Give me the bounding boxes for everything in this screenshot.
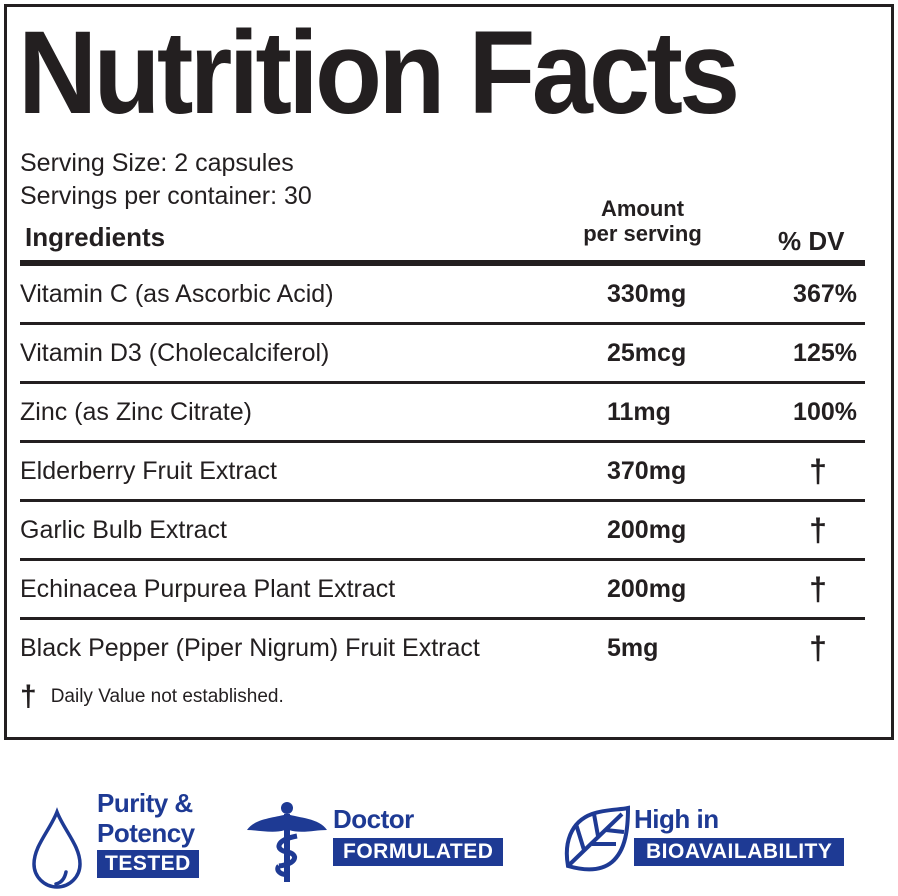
- ingredient-name: Elderberry Fruit Extract: [20, 457, 278, 485]
- amount-header: Amount per serving: [565, 196, 720, 246]
- badge-box: BIOAVAILABILITY: [634, 838, 845, 866]
- header-divider: [20, 260, 865, 266]
- dagger-symbol: †: [20, 680, 37, 713]
- ingredient-dv: †: [809, 512, 827, 548]
- ingredient-amount: 200mg: [607, 575, 687, 603]
- water-drop-icon: [32, 807, 82, 889]
- ingredient-dv: 100%: [793, 398, 857, 426]
- ingredient-amount: 25mcg: [607, 339, 687, 367]
- footnote-text: Daily Value not established.: [50, 686, 284, 707]
- ingredient-dv: 125%: [793, 339, 857, 367]
- ingredient-name: Garlic Bulb Extract: [20, 516, 228, 544]
- caduceus-icon: [247, 802, 327, 882]
- table-row: Vitamin C (as Ascorbic Acid) 330mg 367%: [20, 266, 865, 325]
- servings-per-container: Servings per container: 30: [20, 182, 312, 210]
- ingredients-table: Vitamin C (as Ascorbic Acid) 330mg 367% Vi…: [20, 266, 865, 679]
- nutrition-facts-panel: [4, 4, 894, 740]
- ingredient-dv: 367%: [793, 280, 857, 308]
- table-row: Black Pepper (Piper Nigrum) Fruit Extrac…: [20, 620, 865, 679]
- ingredient-amount: 5mg: [607, 634, 659, 662]
- ingredient-dv: †: [809, 453, 827, 489]
- serving-size: Serving Size: 2 capsules: [20, 149, 294, 177]
- badge-line2: Potency: [97, 818, 195, 848]
- ingredient-name: Black Pepper (Piper Nigrum) Fruit Extrac…: [20, 634, 480, 662]
- ingredient-name: Vitamin C (as Ascorbic Acid): [20, 280, 334, 308]
- ingredient-amount: 330mg: [607, 280, 687, 308]
- badge-line1: Doctor: [333, 804, 414, 834]
- ingredient-amount: 11mg: [607, 398, 671, 426]
- table-row: Echinacea Purpurea Plant Extract 200mg †: [20, 561, 865, 620]
- table-row: Zinc (as Zinc Citrate) 11mg 100%: [20, 384, 865, 443]
- ingredient-amount: 370mg: [607, 457, 687, 485]
- badge-box: FORMULATED: [333, 838, 504, 866]
- dv-header: % DV: [778, 226, 845, 256]
- badge-line1: Purity &: [97, 788, 193, 818]
- footnote: † Daily Value not established.: [20, 680, 284, 714]
- ingredient-dv: †: [809, 630, 827, 666]
- amount-header-line2: per serving: [583, 221, 702, 246]
- ingredient-name: Echinacea Purpurea Plant Extract: [20, 575, 396, 603]
- badge-box: TESTED: [97, 850, 199, 878]
- leaf-icon: [564, 805, 631, 872]
- table-row: Vitamin D3 (Cholecalciferol) 25mcg 125%: [20, 325, 865, 384]
- ingredient-dv: †: [809, 571, 827, 607]
- page-title: Nutrition Facts: [18, 7, 740, 139]
- ingredient-amount: 200mg: [607, 516, 687, 544]
- table-row: Garlic Bulb Extract 200mg †: [20, 502, 865, 561]
- ingredient-name: Vitamin D3 (Cholecalciferol): [20, 339, 330, 367]
- ingredients-header: Ingredients: [25, 222, 166, 252]
- badge-line1: High in: [634, 804, 719, 834]
- ingredient-name: Zinc (as Zinc Citrate): [20, 398, 252, 426]
- amount-header-line1: Amount: [600, 196, 685, 221]
- table-row: Elderberry Fruit Extract 370mg †: [20, 443, 865, 502]
